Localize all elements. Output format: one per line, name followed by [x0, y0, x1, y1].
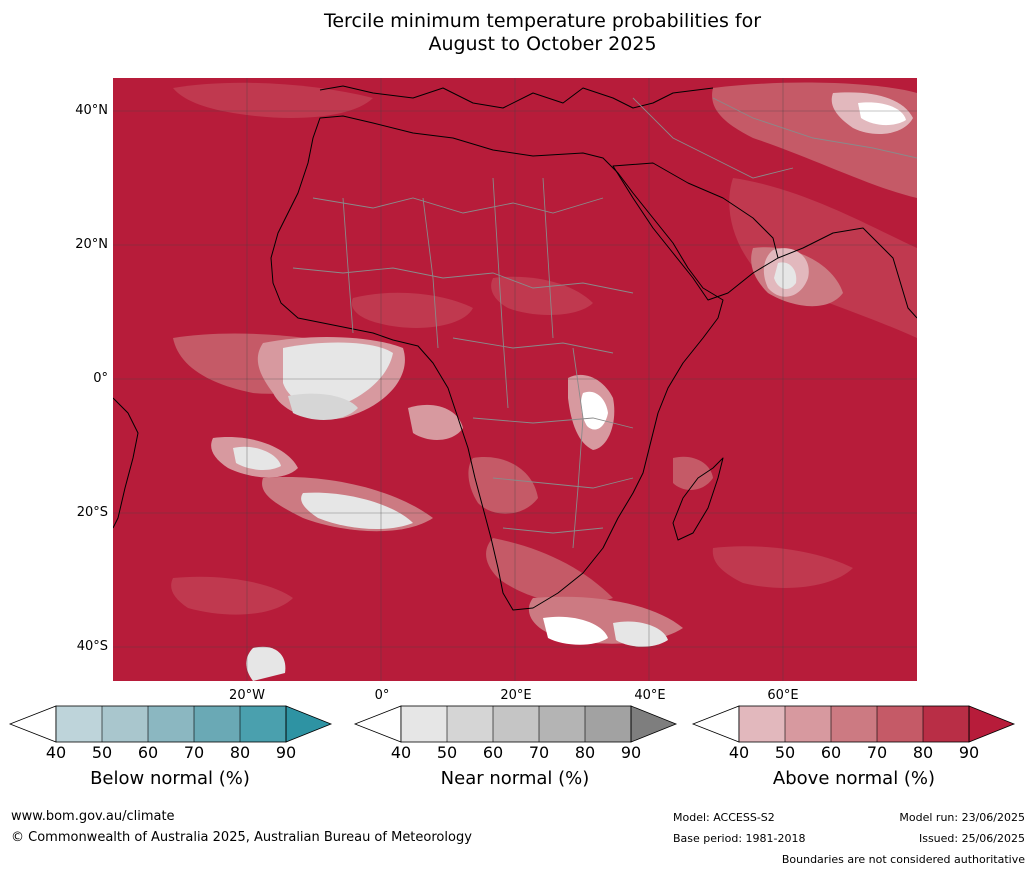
title-line-2: August to October 2025 — [428, 33, 657, 55]
issued-date: Issued: 25/06/2025 — [918, 832, 1025, 845]
website-link[interactable]: www.bom.gov.au/climate — [11, 809, 175, 824]
colorbar-near-label: Near normal (%) — [440, 768, 590, 789]
lon-label-40e: 40°E — [634, 688, 666, 703]
country-borders — [292, 97, 917, 549]
coastlines — [113, 85, 917, 611]
colorbar-near-tick: 50 — [436, 743, 458, 762]
lat-label-20s: 20°S — [76, 505, 108, 520]
lat-label-20n: 20°N — [75, 237, 108, 252]
model-name: Model: ACCESS-S2 — [673, 811, 775, 824]
colorbar-above-tick: 60 — [820, 743, 842, 762]
copyright-text: © Commonwealth of Australia 2025, Austra… — [11, 830, 472, 845]
colorbar-above-tick: 50 — [774, 743, 796, 762]
graticule — [113, 78, 917, 681]
model-run-date: Model run: 23/06/2025 — [899, 811, 1025, 824]
colorbar-near-tick: 40 — [390, 743, 412, 762]
colorbar-below-tick: 80 — [229, 743, 251, 762]
above-normal-patches — [171, 82, 917, 681]
colorbar-below-swatches — [8, 705, 333, 743]
map-canvas — [113, 78, 917, 681]
colorbar-above-tick: 40 — [728, 743, 750, 762]
lat-label-equator: 0° — [93, 371, 108, 386]
colorbar-below-tick: 60 — [137, 743, 159, 762]
colorbar-above-label: Above normal (%) — [772, 768, 936, 789]
colorbar-below-tick: 50 — [91, 743, 113, 762]
colorbar-below-tick: 90 — [275, 743, 297, 762]
colorbar-above-swatches — [691, 705, 1016, 743]
colorbar-near-tick: 80 — [574, 743, 596, 762]
title-line-1: Tercile minimum temperature probabilitie… — [323, 10, 762, 32]
colorbar-near-tick: 60 — [482, 743, 504, 762]
boundaries-disclaimer: Boundaries are not considered authoritat… — [781, 853, 1025, 866]
colorbar-below-tick: 40 — [45, 743, 67, 762]
lat-label-40n: 40°N — [75, 103, 108, 118]
lon-label-0: 0° — [374, 688, 390, 703]
colorbar-near-swatches — [353, 705, 678, 743]
lon-label-60e: 60°E — [767, 688, 799, 703]
lon-label-20w: 20°W — [229, 688, 265, 703]
colorbar-near-tick: 90 — [620, 743, 642, 762]
colorbar-above-tick: 90 — [958, 743, 980, 762]
colorbar-below-tick: 70 — [183, 743, 205, 762]
chart-title: Tercile minimum temperature probabilitie… — [0, 10, 1035, 56]
lat-label-40s: 40°S — [76, 639, 108, 654]
colorbar-near-tick: 70 — [528, 743, 550, 762]
probability-map — [113, 78, 917, 681]
lon-label-20e: 20°E — [500, 688, 532, 703]
base-period: Base period: 1981-2018 — [673, 832, 806, 845]
colorbar-below-label: Below normal (%) — [90, 768, 250, 789]
colorbar-above-tick: 80 — [912, 743, 934, 762]
colorbar-above-tick: 70 — [866, 743, 888, 762]
